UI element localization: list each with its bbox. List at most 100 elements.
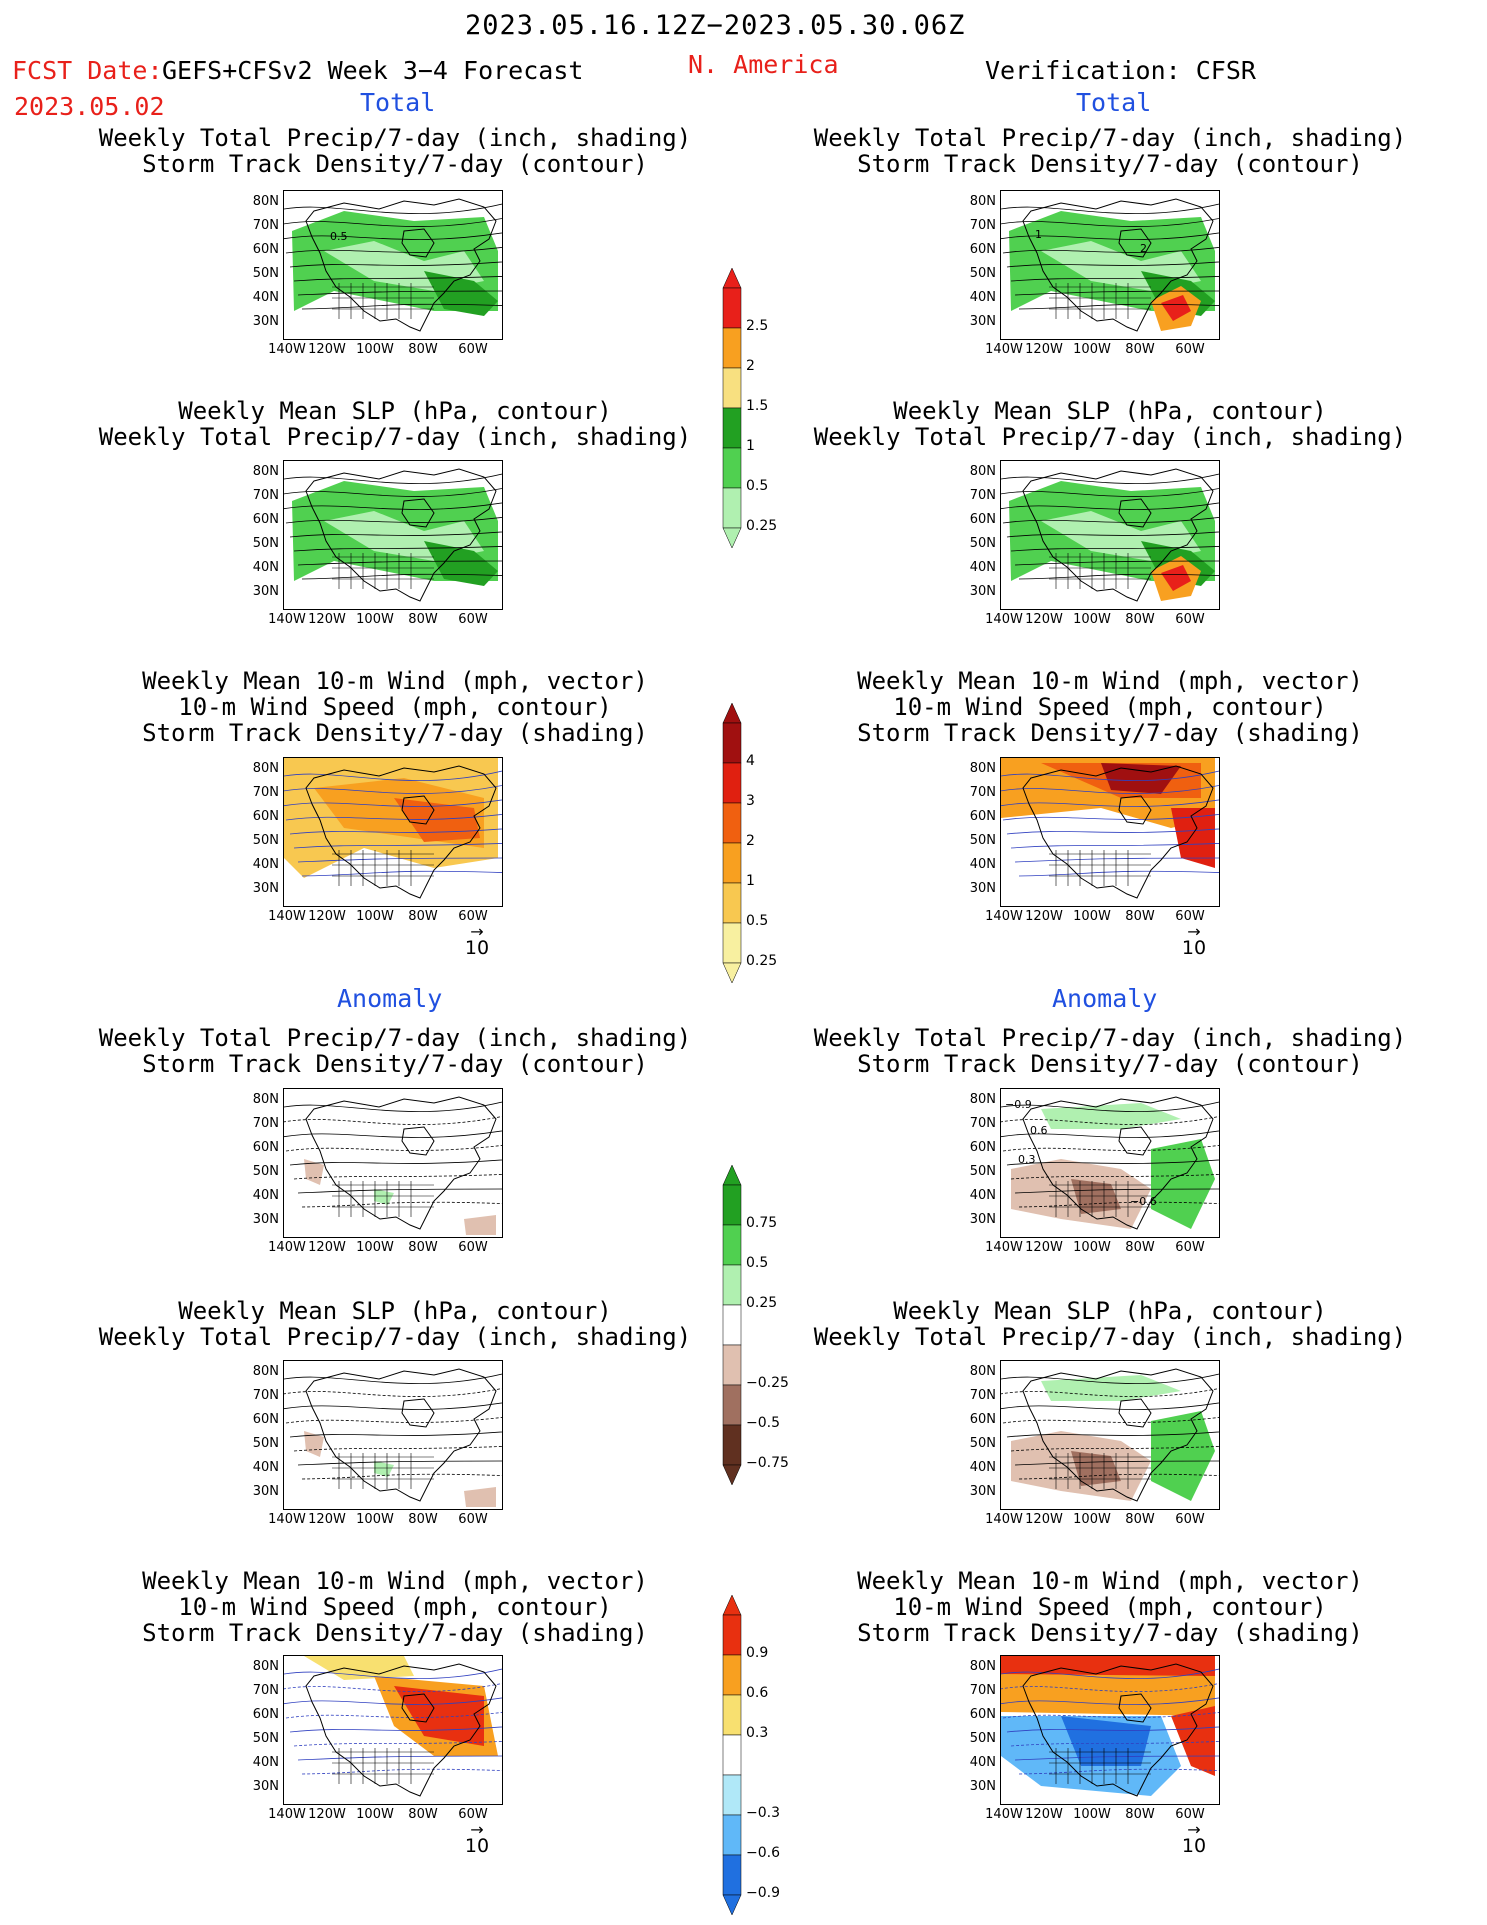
colorbar-precip_total [722,268,742,548]
vector-ref-value: 10 [464,937,490,959]
lat-label: 30N [252,1484,279,1499]
lat-label: 80N [252,1092,279,1107]
lon-label: 100W [356,612,394,627]
lat-label: 60N [969,512,996,527]
forecast-period: 2023.05.16.12Z−2023.05.30.06Z [465,10,966,41]
lon-label: 100W [1073,1512,1111,1527]
vector-ref-value: 10 [1181,937,1207,959]
lon-label: 120W [308,909,346,924]
lat-label: 60N [969,242,996,257]
colorbar-label: 1 [746,873,755,889]
panel-title-line: Weekly Total Precip/7-day (inch, shading… [98,1024,692,1052]
lat-label: 80N [969,761,996,776]
lon-label: 80W [1125,342,1155,357]
lon-label: 60W [458,1240,488,1255]
lat-label: 60N [969,1412,996,1427]
lat-label: 50N [252,536,279,551]
panel-title: Weekly Mean 10-m Wind (mph, vector) 10-m … [95,668,695,746]
lon-label: 80W [1125,1807,1155,1822]
lat-label: 30N [969,584,996,599]
colorbar-label: 0.9 [746,1645,769,1661]
colorbar-label: 4 [746,753,755,769]
lat-label: 60N [969,809,996,824]
colorbar-label: 0.5 [746,478,769,494]
map-panel-verification-5 [1000,1360,1220,1510]
lon-label: 80W [408,342,438,357]
arrow-right-icon: → [1187,922,1201,941]
contour-label: 0.5 [330,230,348,243]
total-label-left: Total [360,88,436,117]
panel-title: Weekly Mean SLP (hPa, contour) Weekly Tot… [810,1298,1410,1350]
colorbar-label: −0.6 [746,1845,780,1861]
lon-label: 140W [985,612,1023,627]
lon-label: 140W [268,342,306,357]
panel-title-line: Weekly Total Precip/7-day (inch, shading… [98,124,692,152]
contour-label: 1 [1035,228,1042,241]
panel-title-line: Weekly Total Precip/7-day (inch, shading… [813,124,1407,152]
panel-title-line: Weekly Mean 10-m Wind (mph, vector) [142,1567,648,1595]
panel-title-line: Weekly Mean SLP (hPa, contour) [893,397,1327,425]
lon-label: 140W [985,342,1023,357]
lat-label: 40N [252,1460,279,1475]
lat-label: 40N [969,857,996,872]
vector-reference: → 10 [1174,922,1214,960]
lon-label: 100W [1073,1807,1111,1822]
lat-label: 30N [969,1779,996,1794]
lat-label: 60N [969,1140,996,1155]
map-panel-verification-4 [1000,1088,1220,1238]
lat-label: 30N [252,1779,279,1794]
lon-label: 60W [458,1807,488,1822]
lat-label: 60N [252,809,279,824]
lon-label: 140W [985,1240,1023,1255]
lon-label: 120W [1025,342,1063,357]
panel-title-line: Weekly Mean 10-m Wind (mph, vector) [142,667,648,695]
lon-label: 140W [268,1240,306,1255]
lon-label: 100W [1073,1240,1111,1255]
colorbar-label: 0.5 [746,913,769,929]
lon-label: 100W [1073,612,1111,627]
arrow-right-icon: → [1187,1820,1201,1839]
lon-label: 120W [1025,1240,1063,1255]
model-title: GEFS+CFSv2 Week 3−4 Forecast [162,56,584,85]
lat-label: 40N [252,1755,279,1770]
contour-label: 2 [1140,242,1147,255]
colorbar-label: −0.75 [746,1455,789,1471]
map-panel-forecast-3 [283,757,503,907]
lon-label: 140W [268,1512,306,1527]
lon-label: 120W [308,1512,346,1527]
panel-title-line: Storm Track Density/7-day (shading) [857,719,1363,747]
lat-label: 40N [969,1188,996,1203]
lat-label: 80N [252,1364,279,1379]
lat-label: 50N [969,833,996,848]
lat-label: 60N [252,242,279,257]
lon-label: 140W [268,612,306,627]
panel-title: Weekly Total Precip/7-day (inch, shading… [95,1025,695,1077]
lon-label: 80W [408,612,438,627]
colorbar-label: 2.5 [746,318,769,334]
panel-title: Weekly Mean SLP (hPa, contour) Weekly Tot… [810,398,1410,450]
lon-label: 60W [1175,1512,1205,1527]
colorbar-storm_total [722,703,742,983]
lon-label: 80W [408,1512,438,1527]
anomaly-label-right: Anomaly [1052,984,1158,1013]
lon-label: 120W [1025,1807,1063,1822]
lon-label: 60W [458,1512,488,1527]
lat-label: 60N [252,1707,279,1722]
panel-title-line: Weekly Mean 10-m Wind (mph, vector) [857,1567,1363,1595]
lon-label: 60W [1175,1807,1205,1822]
colorbar-label: −0.5 [746,1415,780,1431]
panel-title-line: Storm Track Density/7-day (shading) [142,719,648,747]
lat-label: 50N [969,536,996,551]
map-panel-verification-3 [1000,757,1220,907]
lon-label: 100W [356,909,394,924]
lat-label: 80N [252,1659,279,1674]
lat-label: 50N [252,1436,279,1451]
panel-title: Weekly Mean 10-m Wind (mph, vector) 10-m … [95,1568,695,1646]
lat-label: 30N [969,1212,996,1227]
contour-label: −0.9 [1005,1098,1032,1111]
panel-title: Weekly Mean 10-m Wind (mph, vector) 10-m … [810,668,1410,746]
lon-label: 120W [1025,612,1063,627]
map-panel-forecast-4 [283,1088,503,1238]
lon-label: 80W [1125,1512,1155,1527]
colorbar-label: −0.9 [746,1885,780,1901]
